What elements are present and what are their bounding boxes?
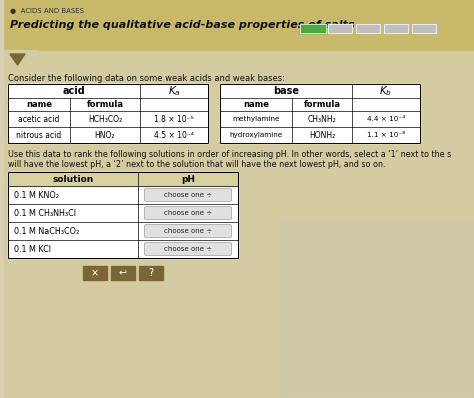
FancyBboxPatch shape: [145, 207, 231, 220]
Bar: [83, 266, 107, 280]
Polygon shape: [10, 54, 25, 65]
Text: HONH₂: HONH₂: [309, 131, 335, 140]
Text: choose one ÷: choose one ÷: [164, 210, 212, 216]
Text: choose one ÷: choose one ÷: [164, 192, 212, 198]
Text: acetic acid: acetic acid: [18, 115, 60, 123]
Text: ↩: ↩: [119, 268, 127, 278]
Bar: [8, 84, 140, 98]
Text: choose one ÷: choose one ÷: [164, 246, 212, 252]
Bar: [0, 0, 474, 50]
Text: methylamine: methylamine: [232, 116, 280, 122]
Text: ×: ×: [91, 268, 99, 278]
Text: pH: pH: [181, 174, 195, 183]
Text: HNO₂: HNO₂: [95, 131, 115, 140]
Text: 1.8 × 10⁻⁵: 1.8 × 10⁻⁵: [154, 115, 194, 123]
Text: name: name: [243, 100, 269, 109]
FancyBboxPatch shape: [145, 189, 231, 201]
Bar: [328, 24, 352, 33]
Bar: [356, 24, 380, 33]
Bar: [8, 84, 208, 143]
Text: HCH₃CO₂: HCH₃CO₂: [88, 115, 122, 123]
Text: Use this data to rank the following solutions in order of increasing pH. In othe: Use this data to rank the following solu…: [8, 150, 451, 159]
Bar: [356, 24, 380, 33]
Text: 4.5 × 10⁻⁴: 4.5 × 10⁻⁴: [154, 131, 194, 140]
Text: choose one ÷: choose one ÷: [164, 228, 212, 234]
Bar: [0, 0, 3, 398]
Text: $K_a$: $K_a$: [168, 84, 181, 98]
Bar: [111, 266, 135, 280]
Text: acid: acid: [63, 86, 85, 96]
Text: hydroxylamine: hydroxylamine: [229, 132, 283, 138]
Bar: [220, 84, 420, 143]
FancyBboxPatch shape: [145, 224, 231, 238]
Text: CH₃NH₂: CH₃NH₂: [308, 115, 337, 123]
Bar: [8, 84, 208, 143]
Bar: [8, 172, 238, 258]
Text: solution: solution: [52, 174, 94, 183]
Text: $K_b$: $K_b$: [380, 84, 392, 98]
Text: ?: ?: [148, 268, 154, 278]
Bar: [412, 24, 436, 33]
Text: Consider the following data on some weak acids and weak bases:: Consider the following data on some weak…: [8, 74, 285, 83]
Text: 1.1 × 10⁻⁸: 1.1 × 10⁻⁸: [367, 132, 405, 138]
Text: base: base: [273, 86, 299, 96]
Bar: [300, 24, 326, 33]
Bar: [412, 24, 436, 33]
Bar: [220, 84, 420, 143]
Bar: [300, 24, 326, 33]
Text: ●  ACIDS AND BASES: ● ACIDS AND BASES: [10, 8, 84, 14]
Text: formula: formula: [86, 100, 124, 109]
Bar: [328, 24, 352, 33]
Text: 0.1 M KCl: 0.1 M KCl: [14, 244, 51, 254]
Bar: [139, 266, 163, 280]
Bar: [3, 50, 38, 70]
Text: formula: formula: [303, 100, 340, 109]
FancyBboxPatch shape: [145, 242, 231, 256]
Text: 0.1 M CH₃NH₃Cl: 0.1 M CH₃NH₃Cl: [14, 209, 76, 217]
Text: will have the lowest pH, a ‘2’ next to the solution that will have the next lowe: will have the lowest pH, a ‘2’ next to t…: [8, 160, 385, 169]
Bar: [384, 24, 408, 33]
Text: nitrous acid: nitrous acid: [17, 131, 62, 140]
Bar: [384, 24, 408, 33]
Text: Predicting the qualitative acid-base properties of salts: Predicting the qualitative acid-base pro…: [10, 20, 355, 30]
Bar: [280, 220, 474, 398]
Bar: [8, 172, 238, 186]
Bar: [8, 172, 238, 258]
Text: 0.1 M KNO₂: 0.1 M KNO₂: [14, 191, 59, 199]
Text: 0.1 M NaCH₃CO₂: 0.1 M NaCH₃CO₂: [14, 226, 79, 236]
Text: 4.4 × 10⁻⁴: 4.4 × 10⁻⁴: [367, 116, 405, 122]
Text: name: name: [26, 100, 52, 109]
